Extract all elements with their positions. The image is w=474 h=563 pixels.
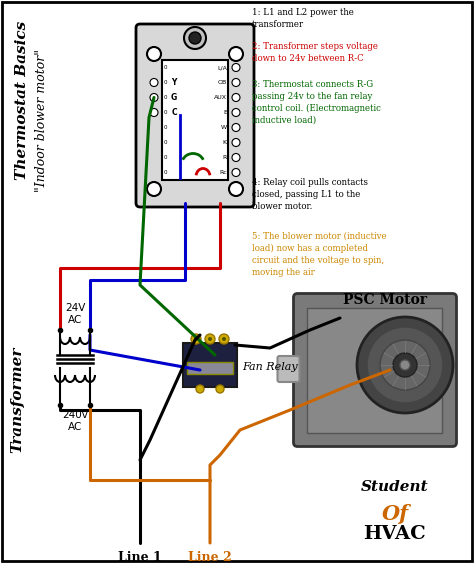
Circle shape [196, 385, 204, 393]
Circle shape [232, 109, 240, 117]
Circle shape [150, 78, 158, 87]
Circle shape [232, 154, 240, 162]
FancyBboxPatch shape [308, 307, 443, 432]
Text: 3: Thermostat connects R-G
passing 24v to the fan relay
control coil. (Electroma: 3: Thermostat connects R-G passing 24v t… [252, 80, 381, 124]
Text: Line 1: Line 1 [118, 551, 162, 563]
Circle shape [393, 353, 417, 377]
Text: Rc: Rc [219, 170, 227, 175]
Circle shape [232, 78, 240, 87]
Text: E: E [223, 110, 227, 115]
Text: R: R [223, 155, 227, 160]
Circle shape [229, 47, 243, 61]
FancyBboxPatch shape [187, 362, 233, 374]
Circle shape [400, 360, 410, 370]
Text: C: C [171, 108, 177, 117]
Circle shape [367, 327, 443, 403]
Text: W: W [221, 125, 227, 130]
Circle shape [205, 334, 215, 344]
Text: Y: Y [171, 78, 177, 87]
Circle shape [208, 337, 212, 341]
Circle shape [150, 109, 158, 117]
FancyBboxPatch shape [277, 356, 300, 382]
Text: 0: 0 [164, 125, 167, 130]
Circle shape [222, 337, 226, 341]
Text: HVAC: HVAC [364, 525, 427, 543]
FancyBboxPatch shape [293, 293, 456, 446]
Text: Thermostat Basics: Thermostat Basics [15, 20, 29, 180]
Text: G: G [171, 93, 177, 102]
Text: 0: 0 [164, 170, 167, 175]
Circle shape [191, 334, 201, 344]
Circle shape [232, 93, 240, 101]
Text: 2: Transformer steps voltage
down to 24v between R-C: 2: Transformer steps voltage down to 24v… [252, 42, 378, 63]
Circle shape [147, 182, 161, 196]
FancyBboxPatch shape [136, 24, 254, 207]
FancyBboxPatch shape [162, 60, 228, 180]
Circle shape [216, 385, 224, 393]
Text: 0: 0 [164, 110, 167, 115]
Text: Transformer: Transformer [10, 347, 24, 453]
Text: Student: Student [361, 480, 429, 494]
Circle shape [147, 47, 161, 61]
Text: "Indoor blower motor": "Indoor blower motor" [36, 48, 48, 191]
Circle shape [189, 32, 201, 44]
Text: PSC Motor: PSC Motor [343, 293, 427, 306]
Text: 0: 0 [164, 155, 167, 160]
Circle shape [232, 123, 240, 132]
Text: 1: L1 and L2 power the
transformer: 1: L1 and L2 power the transformer [252, 8, 354, 29]
Text: L/A: L/A [217, 65, 227, 70]
Circle shape [232, 138, 240, 146]
Text: 0: 0 [164, 65, 167, 70]
Text: 0: 0 [164, 80, 167, 85]
Circle shape [150, 93, 158, 101]
Circle shape [184, 27, 206, 49]
FancyBboxPatch shape [183, 343, 237, 387]
Circle shape [232, 168, 240, 176]
Text: AUX: AUX [214, 95, 227, 100]
Text: 24V
AC: 24V AC [65, 303, 85, 325]
Circle shape [232, 64, 240, 72]
Circle shape [219, 334, 229, 344]
Text: OB: OB [218, 80, 227, 85]
Text: 0: 0 [164, 95, 167, 100]
Text: Fan Relay: Fan Relay [242, 362, 298, 372]
Text: 0: 0 [164, 140, 167, 145]
Text: 240v
AC: 240v AC [62, 410, 88, 432]
Text: 4: Relay coil pulls contacts
closed, passing L1 to the
blower motor.: 4: Relay coil pulls contacts closed, pas… [252, 178, 368, 211]
Text: Of: Of [382, 504, 409, 524]
Text: 5: The blower motor (inductive
load) now has a completed
circuit and the voltage: 5: The blower motor (inductive load) now… [252, 232, 387, 276]
Text: Line 2: Line 2 [188, 551, 232, 563]
Circle shape [380, 340, 430, 390]
Circle shape [229, 182, 243, 196]
Circle shape [194, 337, 198, 341]
Circle shape [357, 317, 453, 413]
Text: K: K [223, 140, 227, 145]
